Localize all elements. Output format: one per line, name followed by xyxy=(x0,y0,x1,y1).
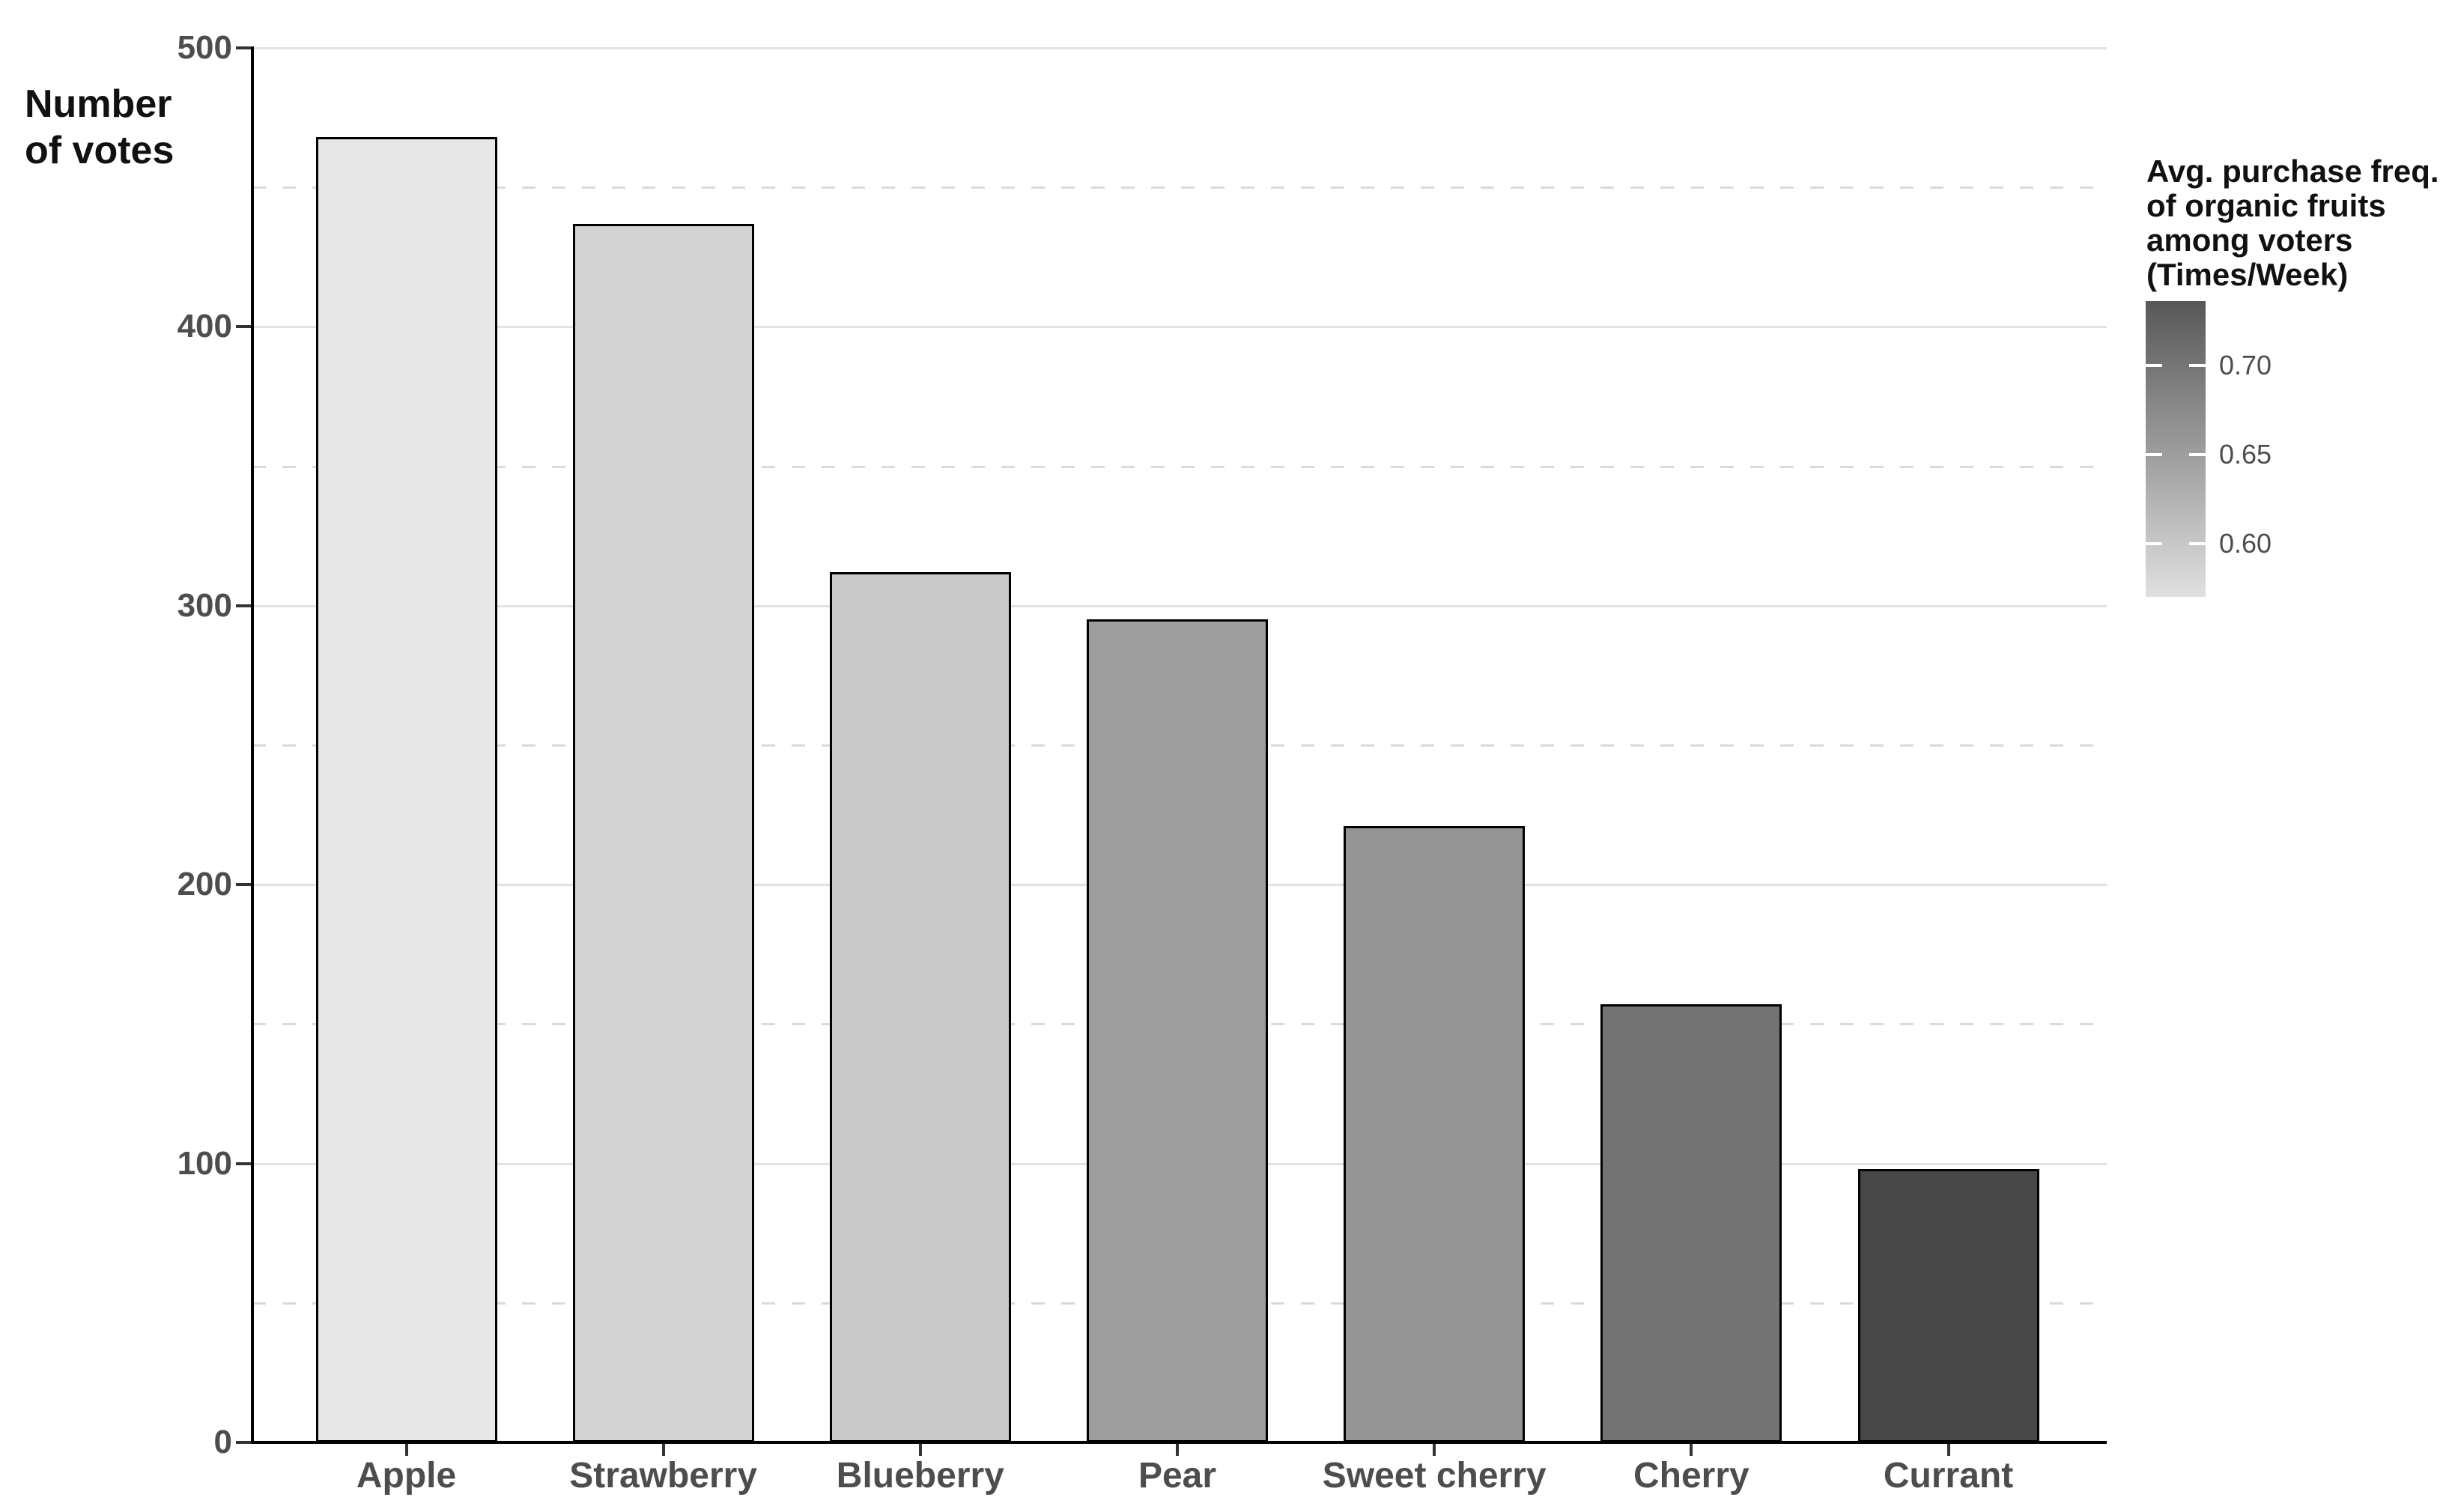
x-axis-label-cherry: Cherry xyxy=(1633,1456,1749,1496)
bar-strawberry xyxy=(572,223,754,1442)
y-tick-mark-400 xyxy=(236,325,251,329)
legend-gradient-bar xyxy=(2146,301,2206,597)
y-axis-title-line-2: of votes xyxy=(25,129,175,172)
x-tick-mark-1 xyxy=(404,1444,408,1456)
legend-tick-mark-left-0.60 xyxy=(2146,541,2162,545)
x-axis-label-strawberry: Strawberry xyxy=(569,1456,758,1496)
legend-tick-label-0.70: 0.70 xyxy=(2219,349,2272,380)
bar-cherry xyxy=(1600,1004,1782,1442)
legend-tick-mark-right-0.60 xyxy=(2189,541,2206,545)
gridline-major-500 xyxy=(252,47,2107,49)
gridline-minor-350 xyxy=(252,465,2107,468)
legend-tick-mark-left-0.70 xyxy=(2146,363,2162,367)
y-axis-tick-label-100: 100 xyxy=(177,1144,232,1182)
y-axis-title: Number of votes xyxy=(25,81,174,174)
x-tick-mark-7 xyxy=(1946,1444,1950,1456)
y-axis-line xyxy=(251,46,254,1444)
x-tick-mark-3 xyxy=(918,1444,922,1456)
legend-title-line-3: among voters xyxy=(2146,222,2353,258)
bar-pear xyxy=(1087,619,1268,1442)
x-axis-line xyxy=(251,1441,2107,1444)
legend-tick-mark-right-0.70 xyxy=(2189,363,2206,367)
legend-title-line-1: Avg. purchase freq. xyxy=(2146,154,2439,189)
x-tick-mark-5 xyxy=(1433,1444,1436,1456)
legend-tick-label-0.65: 0.65 xyxy=(2219,438,2272,470)
gridline-major-300 xyxy=(252,604,2107,607)
gridline-major-400 xyxy=(252,326,2107,329)
legend-title-line-4: (Times/Week) xyxy=(2146,257,2349,292)
bar-sweet-cherry xyxy=(1344,825,1526,1442)
legend-tick-label-0.60: 0.60 xyxy=(2219,527,2272,559)
x-axis-label-blueberry: Blueberry xyxy=(836,1456,1004,1496)
y-tick-mark-500 xyxy=(236,46,251,49)
x-axis-label-currant: Currant xyxy=(1883,1456,2014,1496)
x-axis-label-sweet-cherry: Sweet cherry xyxy=(1322,1456,1547,1496)
legend-tick-mark-left-0.65 xyxy=(2146,452,2162,456)
y-axis-tick-label-400: 400 xyxy=(177,308,232,345)
legend-tick-mark-right-0.65 xyxy=(2189,452,2206,456)
y-tick-mark-100 xyxy=(236,1162,251,1165)
x-axis-label-apple: Apple xyxy=(356,1456,457,1496)
legend-title: Avg. purchase freq. of organic fruits am… xyxy=(2146,154,2439,292)
y-tick-mark-200 xyxy=(236,883,251,887)
y-axis-tick-label-300: 300 xyxy=(177,586,232,624)
x-axis-label-pear: Pear xyxy=(1138,1456,1217,1496)
y-tick-mark-0 xyxy=(236,1441,251,1444)
x-tick-mark-6 xyxy=(1690,1444,1693,1456)
x-tick-mark-2 xyxy=(661,1444,665,1456)
y-tick-mark-300 xyxy=(236,604,251,607)
bar-blueberry xyxy=(829,572,1011,1442)
y-axis-tick-label-0: 0 xyxy=(213,1424,232,1460)
bar-apple xyxy=(315,137,497,1442)
legend-title-line-2: of organic fruits xyxy=(2146,188,2386,223)
x-tick-mark-4 xyxy=(1176,1444,1179,1456)
y-axis-tick-label-500: 500 xyxy=(177,29,232,66)
bar-currant xyxy=(1857,1169,2039,1442)
gridline-minor-450 xyxy=(252,186,2107,189)
y-axis-tick-label-200: 200 xyxy=(177,866,232,903)
y-axis-title-line-1: Number xyxy=(25,82,172,126)
